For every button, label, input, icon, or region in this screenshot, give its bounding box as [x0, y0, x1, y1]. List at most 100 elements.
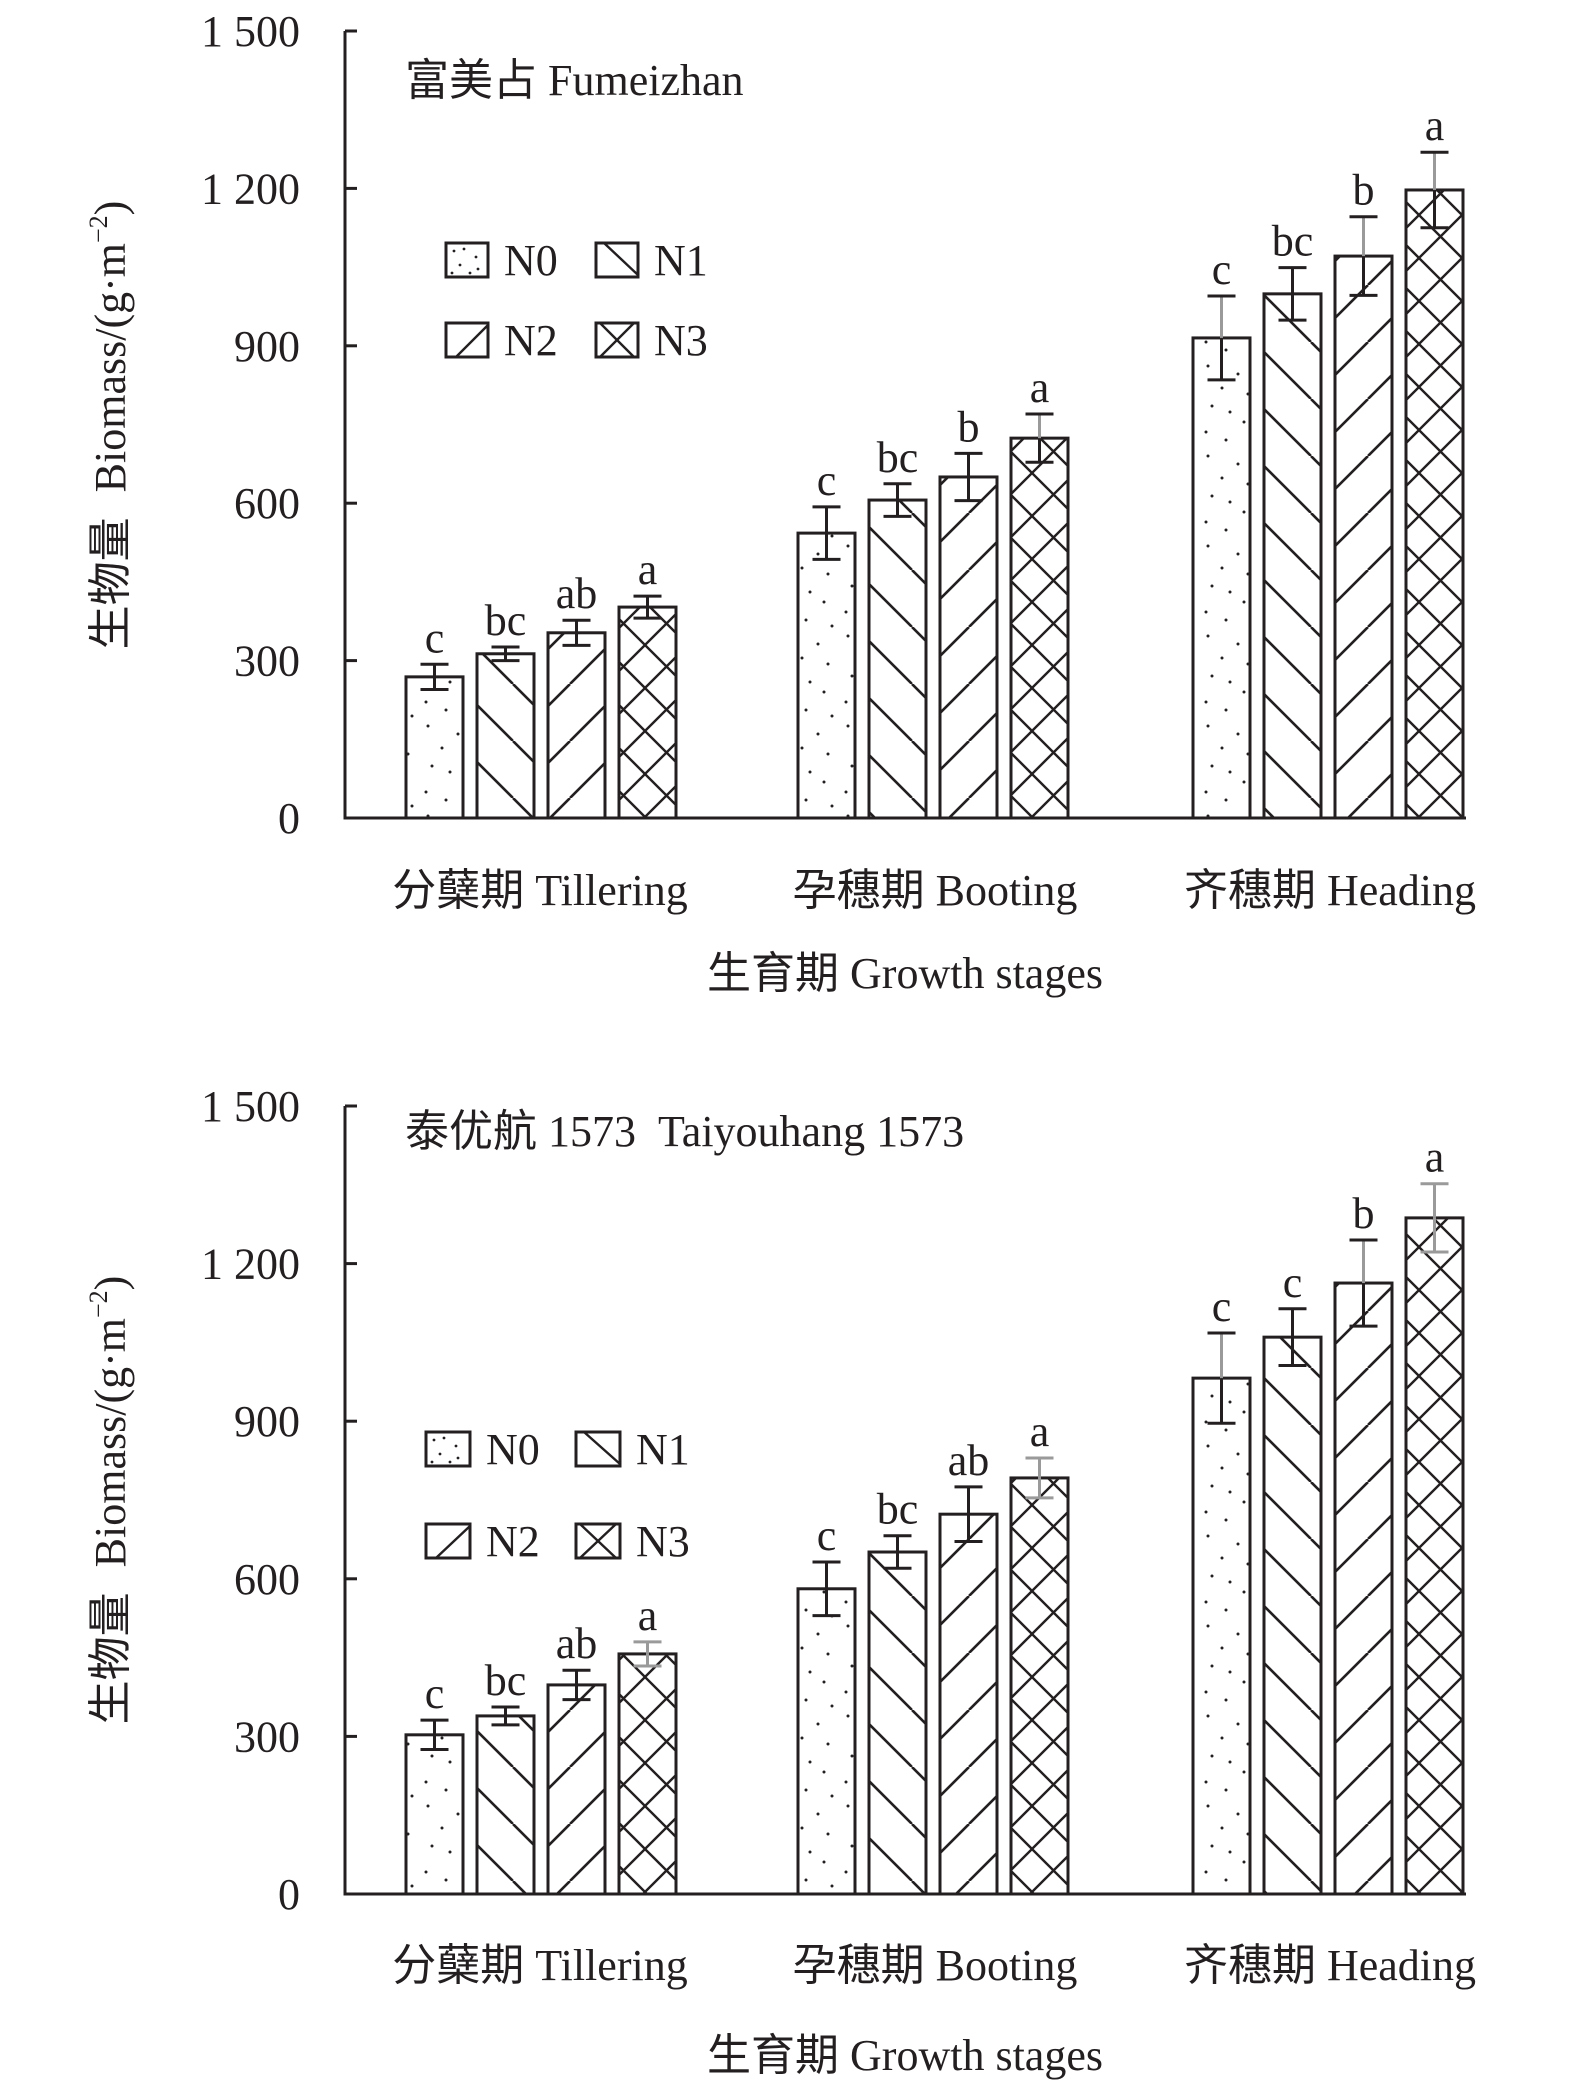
legend-label: N1 — [636, 1425, 690, 1474]
y-axis-title-en: Biomass/(g·m — [86, 1318, 135, 1567]
significance-letter: bc — [485, 596, 527, 645]
y-tick-labels: 0 300 600 900 1 200 1 500 — [201, 7, 300, 843]
y-tick-label: 300 — [234, 637, 300, 686]
legend: N0 N1 N2 N3 — [424, 1425, 690, 1566]
bar-n2 — [938, 475, 999, 820]
significance-letter: c — [425, 613, 445, 662]
y-axis-title-sup: −2 — [84, 215, 113, 243]
legend-item-n1: N1 — [574, 1425, 690, 1474]
legend-item-n3: N3 — [594, 316, 708, 365]
legend-label: N0 — [504, 236, 558, 285]
bar-n2 — [1333, 1281, 1394, 1896]
y-axis-title-cn: 生物量 — [86, 1592, 135, 1724]
legend-label: N3 — [654, 316, 708, 365]
axes — [343, 1104, 1466, 1896]
y-tick-label: 600 — [234, 479, 300, 528]
significance-letter: ab — [556, 569, 598, 618]
error-bar — [883, 1534, 912, 1570]
bar-n0 — [404, 675, 465, 820]
legend-swatch — [444, 241, 490, 279]
error-bar — [1420, 150, 1449, 230]
legend-label: N3 — [636, 1517, 690, 1566]
error-bar — [1025, 1456, 1054, 1500]
svg-text:生物量 Biomass/(g·m−2): 生物量 Biomass/(g·m−2) — [84, 1276, 135, 1725]
significance-letter: c — [817, 456, 837, 505]
legend-label: N1 — [654, 236, 708, 285]
significance-letter: c — [817, 1511, 837, 1560]
significance-letter: bc — [877, 1485, 919, 1534]
x-axis-title: 生育期 Growth stages — [707, 949, 1103, 998]
error-bar — [491, 645, 520, 663]
chart-panel-fumeizhan: 富美占 Fumeizhan 生育期 Growth stages 生物量 Biom… — [84, 7, 1476, 998]
bar-n2 — [546, 1683, 607, 1896]
bars — [404, 188, 1465, 820]
svg-text:生物量 Biomass/(g·m−2): 生物量 Biomass/(g·m−2) — [84, 201, 135, 650]
bar-n1 — [867, 498, 928, 820]
x-tick-labels: 分蘖期 Tillering 孕穗期 Booting 齐穗期 Heading — [392, 866, 1476, 915]
significance-letter: ab — [556, 1619, 598, 1668]
y-tick-label: 1 500 — [201, 7, 300, 56]
legend-item-n3: N3 — [574, 1517, 690, 1566]
bars — [404, 1216, 1465, 1896]
significance-letter: a — [1425, 101, 1445, 150]
y-axis-title: 生物量 Biomass/(g·m−2) — [84, 201, 135, 650]
error-bar — [1278, 266, 1307, 322]
bar-n0 — [796, 531, 857, 820]
x-tick-label: 分蘖期 Tillering — [392, 866, 687, 915]
bar-n2 — [546, 631, 607, 820]
y-tick-label: 1 500 — [201, 1082, 300, 1131]
y-tick-label: 900 — [234, 322, 300, 371]
legend-item-n0: N0 — [444, 236, 558, 285]
bar-n1 — [1262, 1335, 1323, 1896]
y-tick-label: 1 200 — [201, 1240, 300, 1289]
chart-title: 富美占 Fumeizhan — [405, 56, 744, 105]
bar-n2 — [938, 1512, 999, 1896]
y-tick-labels: 0 300 600 900 1 200 1 500 — [201, 1082, 300, 1919]
bar-n0 — [796, 1587, 857, 1896]
x-tick-label: 齐穗期 Heading — [1184, 866, 1476, 915]
y-axis-title-cn: 生物量 — [86, 517, 135, 649]
significance-letter: a — [1030, 1407, 1050, 1456]
x-tick-label: 孕穗期 Booting — [793, 1941, 1078, 1990]
legend-label: N2 — [504, 316, 558, 365]
bar-n3 — [1009, 436, 1070, 820]
x-tick-label: 齐穗期 Heading — [1184, 1941, 1476, 1990]
legend-item-n1: N1 — [594, 236, 708, 285]
bar-n3 — [1404, 188, 1465, 820]
x-tick-label: 分蘖期 Tillering — [392, 1941, 687, 1990]
legend-item-n2: N2 — [424, 1517, 540, 1566]
significance-letter: c — [1212, 1282, 1232, 1331]
legend-swatch — [574, 1430, 622, 1468]
error-bars — [420, 150, 1449, 691]
bar-n0 — [404, 1733, 465, 1896]
legend-label: N2 — [486, 1517, 540, 1566]
significance-letter: bc — [485, 1656, 527, 1705]
error-bar — [1207, 294, 1236, 382]
significance-letter: bc — [877, 433, 919, 482]
chart-panel-taiyouhang-1573: 泰优航 1573 Taiyouhang 1573 生育期 Growth stag… — [84, 1082, 1476, 2080]
error-bar — [812, 505, 841, 561]
y-axis-title: 生物量 Biomass/(g·m−2) — [84, 1276, 135, 1725]
significance-letter: b — [1353, 1189, 1375, 1238]
error-bar — [633, 594, 662, 620]
error-bar — [491, 1705, 520, 1727]
error-bar — [1420, 1182, 1449, 1254]
error-bar — [562, 1668, 591, 1702]
y-axis-title-sup: −2 — [84, 1290, 113, 1318]
legend: N0 N1 N2 N3 — [444, 236, 708, 365]
bar-n3 — [1404, 1216, 1465, 1896]
significance-letter: a — [638, 1591, 658, 1640]
error-bar — [812, 1560, 841, 1618]
error-bar — [633, 1640, 662, 1668]
significance-letter: a — [1425, 1133, 1445, 1182]
error-bar — [1207, 1331, 1236, 1425]
bar-n3 — [617, 605, 678, 820]
x-tick-label: 孕穗期 Booting — [793, 866, 1078, 915]
significance-letter: c — [425, 1669, 445, 1718]
significance-letter: bc — [1272, 217, 1314, 266]
legend-label: N0 — [486, 1425, 540, 1474]
legend-swatch — [424, 1522, 472, 1560]
